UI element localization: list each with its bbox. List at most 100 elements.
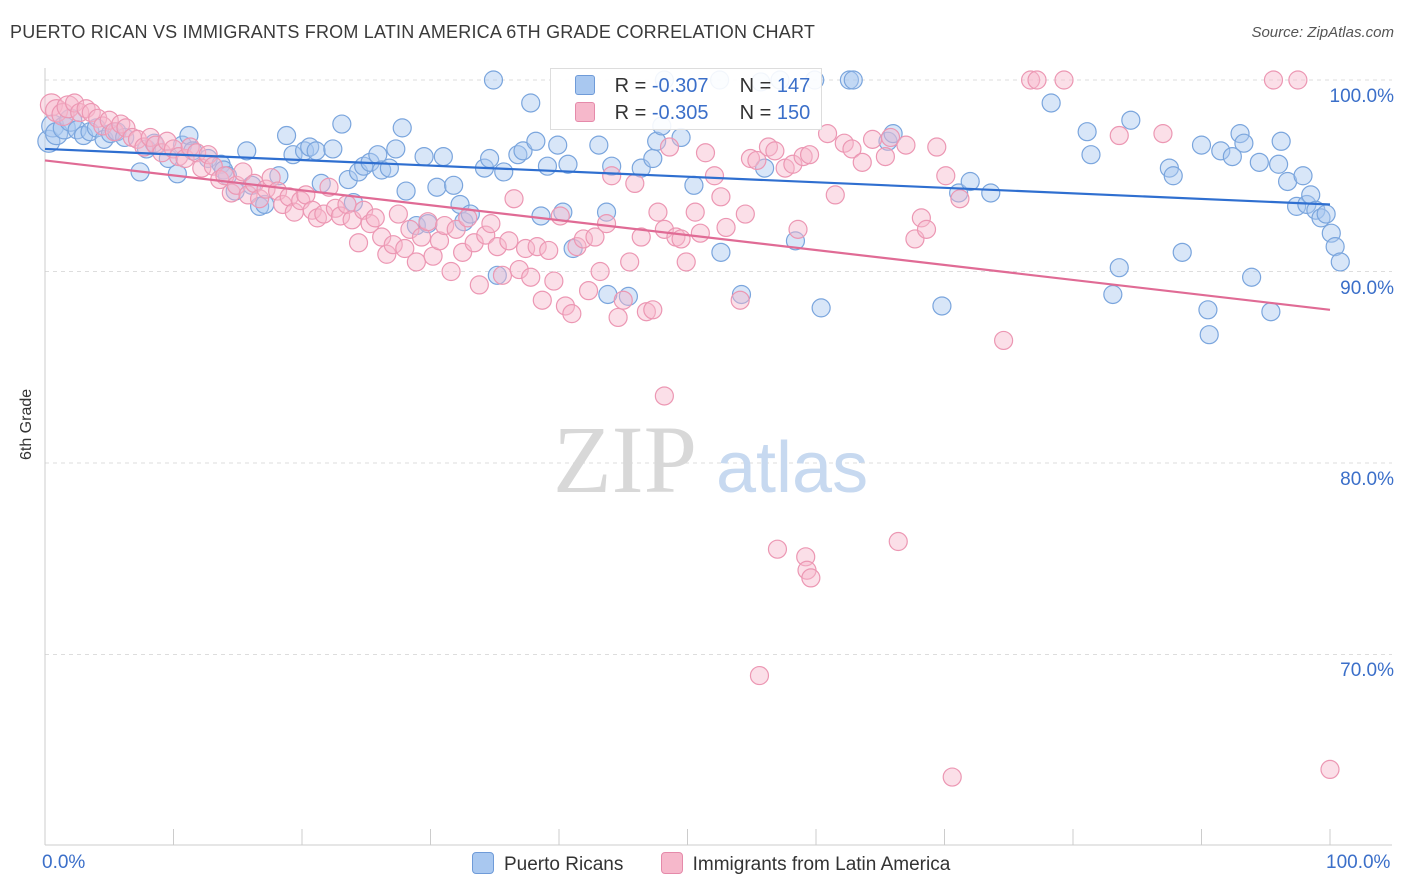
point-immigrants [875,147,895,167]
x-tick-100: 100.0% [1326,852,1391,873]
point-puerto-ricans [684,175,704,195]
point-immigrants [735,204,755,224]
point-immigrants [749,665,770,686]
point-immigrants [799,145,820,165]
point-puerto-ricans [526,131,546,151]
point-immigrants [233,162,253,182]
point-immigrants [499,231,519,251]
point-puerto-ricans [1311,208,1331,228]
point-immigrants [590,261,610,282]
point-immigrants [111,114,131,134]
point-immigrants [625,173,645,194]
point-immigrants [613,290,633,310]
n-value: 147 [776,75,811,97]
point-puerto-ricans [754,158,775,178]
point-immigrants [360,214,380,234]
point-immigrants [911,208,931,228]
point-puerto-ricans [332,114,352,134]
point-puerto-ricans [480,148,500,169]
point-puerto-ricans [372,160,392,180]
point-immigrants [395,238,415,259]
point-puerto-ricans [548,135,568,155]
point-immigrants [783,154,803,174]
point-immigrants [765,141,785,161]
stats-legend: R = -0.307 N = 147 R = -0.305 N = 150 [550,68,822,130]
point-immigrants [1109,125,1129,146]
point-immigrants [365,208,385,228]
n-value: 150 [776,102,811,124]
point-immigrants [825,185,845,205]
point-puerto-ricans [323,139,343,159]
point-immigrants [487,237,507,257]
point-puerto-ricans [531,206,551,226]
legend-item-puerto-ricans: Puerto Ricans [472,852,623,876]
point-immigrants [348,233,369,253]
point-puerto-ricans [1198,300,1218,320]
point-puerto-ricans [811,298,831,318]
point-puerto-ricans [1271,131,1291,151]
point-immigrants [834,133,854,153]
point-puerto-ricans [932,296,952,316]
point-puerto-ricans [643,148,663,169]
point-puerto-ricans [1211,141,1231,161]
point-immigrants [747,150,767,171]
point-puerto-ricans [386,139,406,159]
point-immigrants [104,122,124,142]
point-puerto-ricans [1234,133,1254,153]
point-immigrants [927,137,947,157]
point-immigrants [690,223,710,243]
point-immigrants [330,206,351,226]
point-puerto-ricans [1163,166,1183,186]
point-immigrants [418,212,438,232]
point-immigrants [567,237,587,257]
point-puerto-ricans [1109,258,1129,278]
point-immigrants [476,225,496,245]
point-immigrants [521,267,541,287]
point-immigrants [314,204,334,224]
n-label: N = [739,75,772,97]
point-puerto-ricans [537,156,558,176]
point-immigrants [555,296,576,316]
point-puerto-ricans [711,242,731,262]
point-immigrants [643,300,663,320]
point-puerto-ricans [1261,302,1281,322]
point-puerto-ricans [306,141,326,161]
swatch-blue-icon [575,75,595,95]
point-immigrants [585,227,605,247]
point-puerto-ricans [483,70,504,90]
point-immigrants [1027,70,1047,90]
point-puerto-ricans [981,183,1001,203]
y-tick-100: 100.0% [1329,86,1394,107]
point-puerto-ricans [444,175,464,195]
point-immigrants [842,139,862,159]
point-puerto-ricans [494,162,514,182]
n-label: N = [739,102,772,124]
point-immigrants [994,330,1014,351]
point-immigrants [654,386,674,406]
point-immigrants [377,244,397,264]
point-immigrants [916,219,937,239]
r-label: R = [614,102,647,124]
point-immigrants [648,202,668,222]
x-tick-0: 0.0% [42,852,86,873]
trend-line-immigrants [44,159,1331,311]
point-puerto-ricans [513,141,533,161]
point-immigrants [602,166,622,186]
point-immigrants [116,118,136,138]
point-immigrants [862,129,883,149]
legend-item-immigrants: Immigrants from Latin America [660,852,950,876]
point-immigrants [888,531,908,552]
point-puerto-ricans [1249,152,1269,172]
point-immigrants [711,187,731,207]
point-immigrants [319,177,339,197]
watermark-zip: ZIP [553,406,697,513]
legend-blue-swatch-icon [472,852,494,874]
point-immigrants [372,227,392,247]
point-puerto-ricans [1103,284,1123,305]
point-immigrants [1263,70,1284,90]
point-immigrants [716,217,736,238]
point-puerto-ricans [1199,325,1219,345]
point-immigrants [469,275,489,295]
y-tick-90: 90.0% [1340,278,1394,299]
